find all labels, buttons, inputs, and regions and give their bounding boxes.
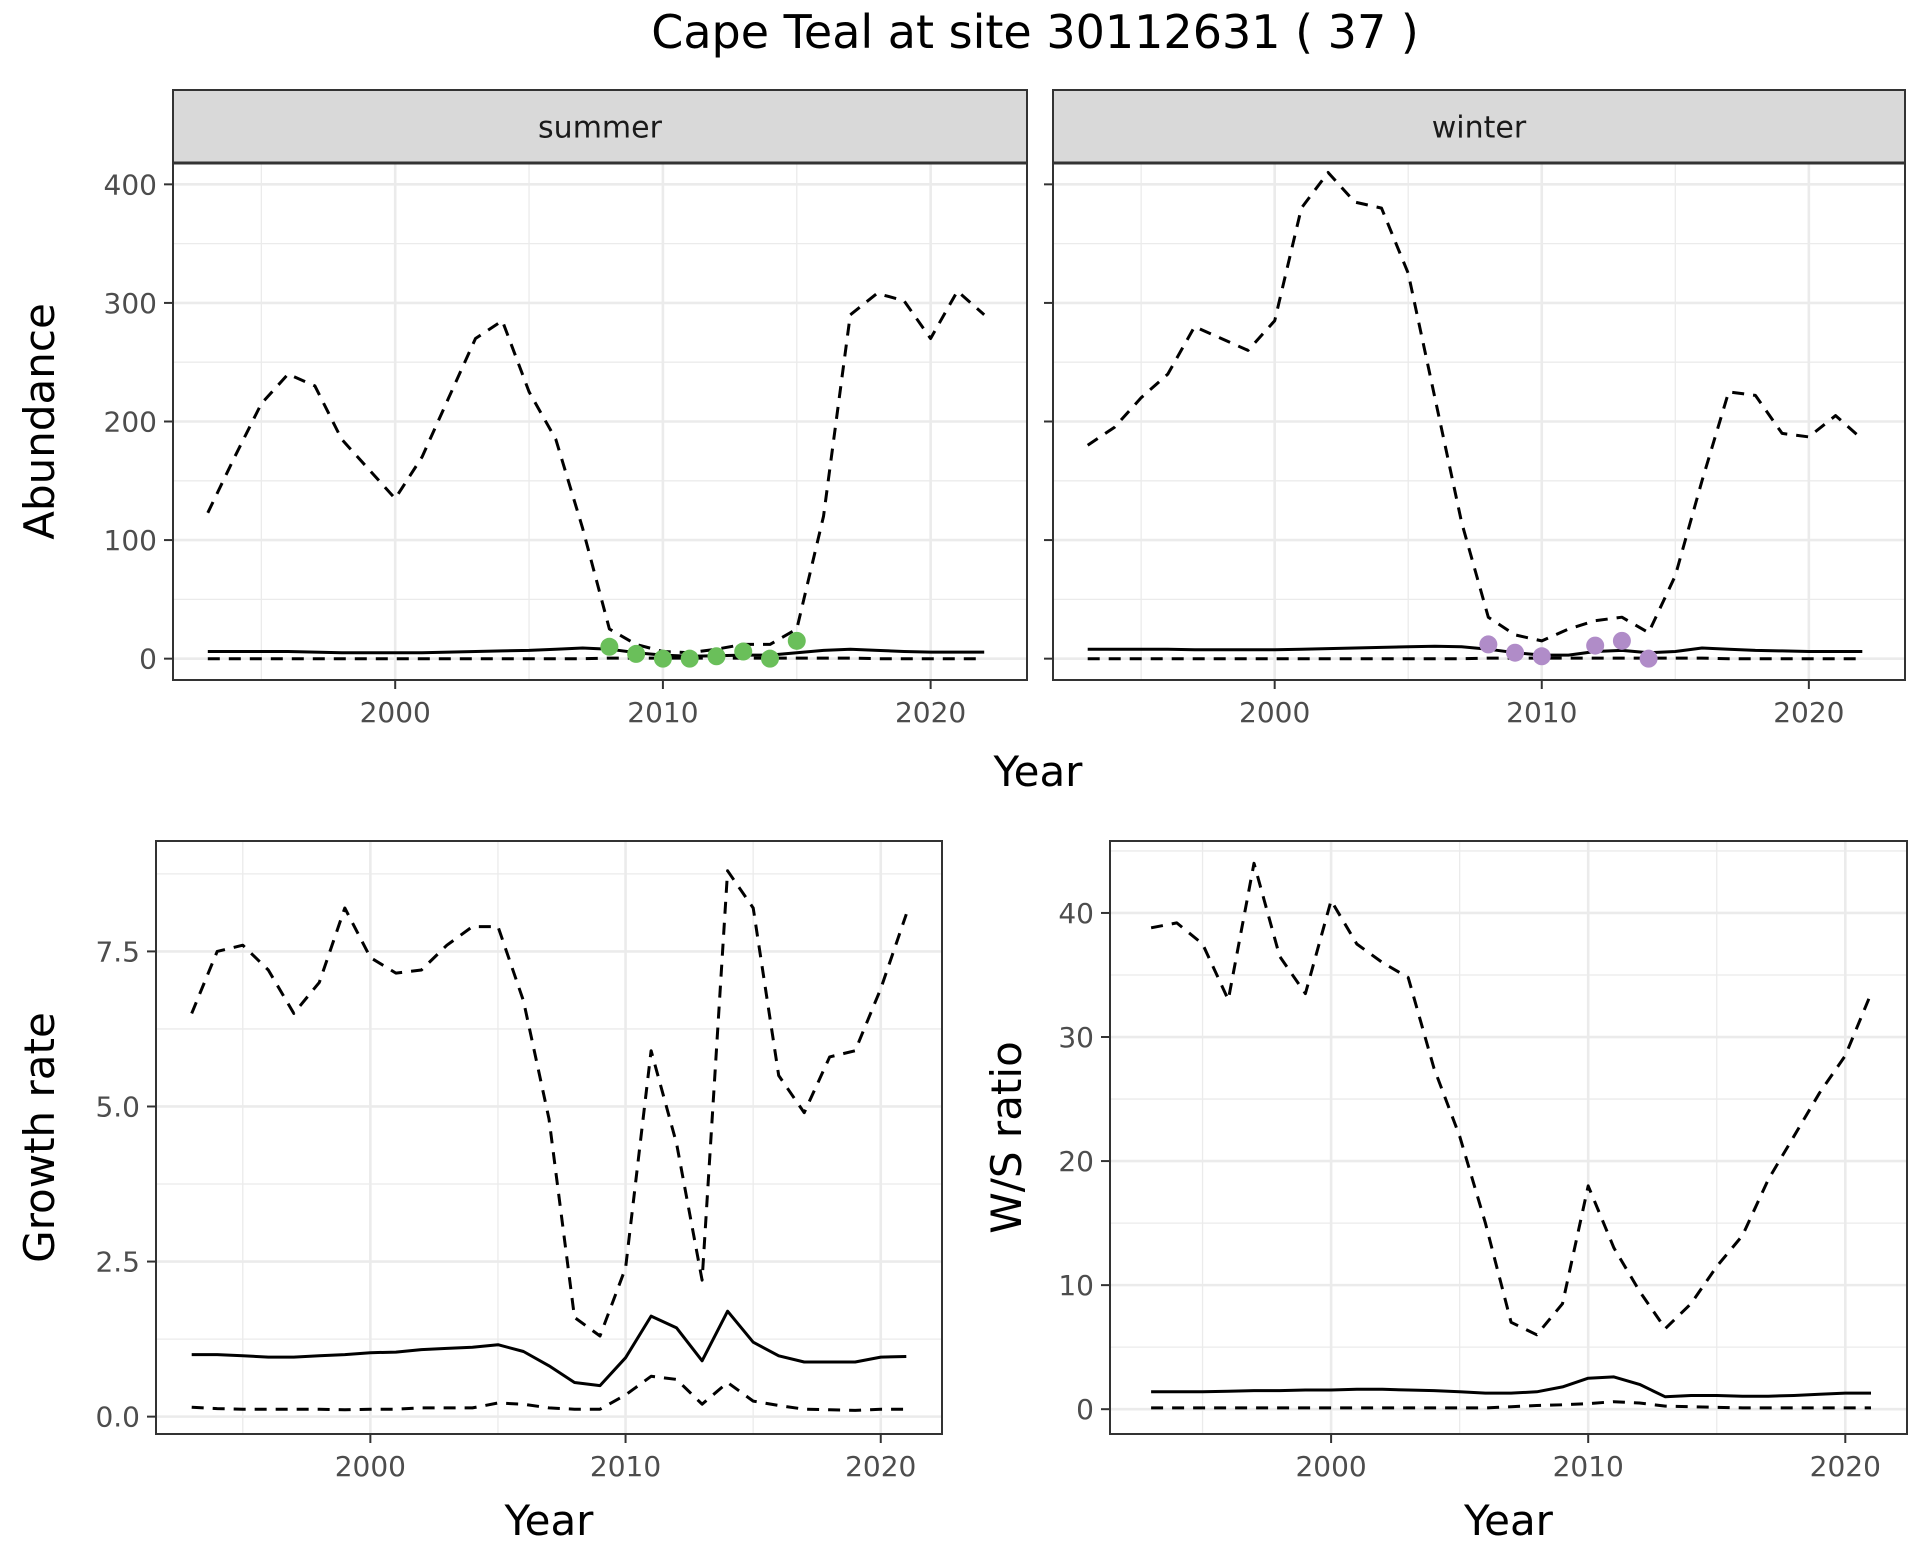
y-axis-title: Growth rate [15,1012,64,1263]
x-tick-label: 2000 [335,1450,406,1483]
series-line-mean [1087,644,1863,657]
y-tick-label: 30 [1058,1021,1094,1054]
plot-background [156,841,942,1434]
facet-strip-label: summer [538,111,663,146]
x-tick-label: 2000 [1239,696,1310,729]
y-tick-label: 200 [104,406,157,439]
x-tick-label: 2010 [1553,1450,1624,1483]
x-tick-label: 2020 [895,696,966,729]
y-tick-label: 7.5 [95,935,140,968]
data-point [760,649,779,668]
series-line-lower [1087,656,1863,661]
panel-growth: 2000 2010 2020 0.0 2.5 5.0 7.5 Growth rate Year [15,840,943,1545]
data-point [653,649,672,668]
series-line-upper [1150,861,1873,1337]
y-tick-label: 400 [104,168,157,201]
series-line-upper [1086,171,1864,643]
panel-summer: summer 2000 2010 2020 0 100 200 300 400 Abundance [15,89,1028,729]
data-point [600,637,619,656]
y-tick-label: 0 [1076,1393,1094,1426]
x-tick-label: 2010 [590,1450,661,1483]
panel-border [155,840,943,1435]
y-tick-label: 0 [139,643,157,676]
y-tick-label: 10 [1058,1269,1094,1302]
data-point [680,649,699,668]
panel-ratio: 2000 2010 2020 0 10 20 30 40 W/S ratio Year [982,840,1908,1545]
series-line-lower [191,1374,907,1412]
chart-title: Cape Teal at site 30112631 ( 37 ) [651,5,1419,59]
data-point [1479,635,1498,654]
data-point [627,644,646,663]
plot-background [1110,841,1907,1434]
series-line-upper [206,289,986,655]
facet-strip [172,89,1028,164]
facet-strip [1052,89,1906,164]
data-point [1586,636,1605,655]
series-line-lower [207,656,985,661]
facet-strip-label: winter [1432,111,1527,146]
x-axis-title: Year [504,1496,595,1545]
series-line-mean [1151,1375,1871,1399]
y-axis-title: W/S ratio [982,1041,1031,1234]
y-axis-title: Abundance [15,303,64,540]
data-point [1506,643,1525,662]
x-tick-label: 2000 [1295,1450,1366,1483]
x-tick-label: 2010 [1506,696,1577,729]
series-line-upper [190,869,908,1338]
panel-border [1109,840,1908,1435]
data-point [1532,647,1551,666]
x-axis-title: Year [1463,1496,1554,1545]
data-point [787,631,806,650]
y-tick-label: 5.0 [95,1090,140,1123]
data-point [1612,631,1631,650]
series-line-mean [207,646,985,658]
x-tick-label: 2020 [1810,1450,1881,1483]
y-tick-label: 20 [1058,1145,1094,1178]
x-tick-label: 2020 [1773,696,1844,729]
series-line-mean [191,1309,907,1388]
x-tick-label: 2010 [627,696,698,729]
data-point [707,647,726,666]
y-tick-label: 40 [1058,897,1094,930]
data-point [734,642,753,661]
data-point [1639,649,1658,668]
y-tick-label: 300 [104,287,157,320]
y-tick-label: 100 [104,524,157,557]
series-line-lower [1151,1400,1871,1410]
x-tick-label: 2000 [360,696,431,729]
y-tick-label: 0.0 [95,1401,140,1434]
top-x-axis-title: Year [993,747,1084,796]
panel-winter: winter 2000 2010 2020 [1044,89,1906,729]
x-tick-label: 2020 [845,1450,916,1483]
y-tick-label: 2.5 [95,1246,140,1279]
